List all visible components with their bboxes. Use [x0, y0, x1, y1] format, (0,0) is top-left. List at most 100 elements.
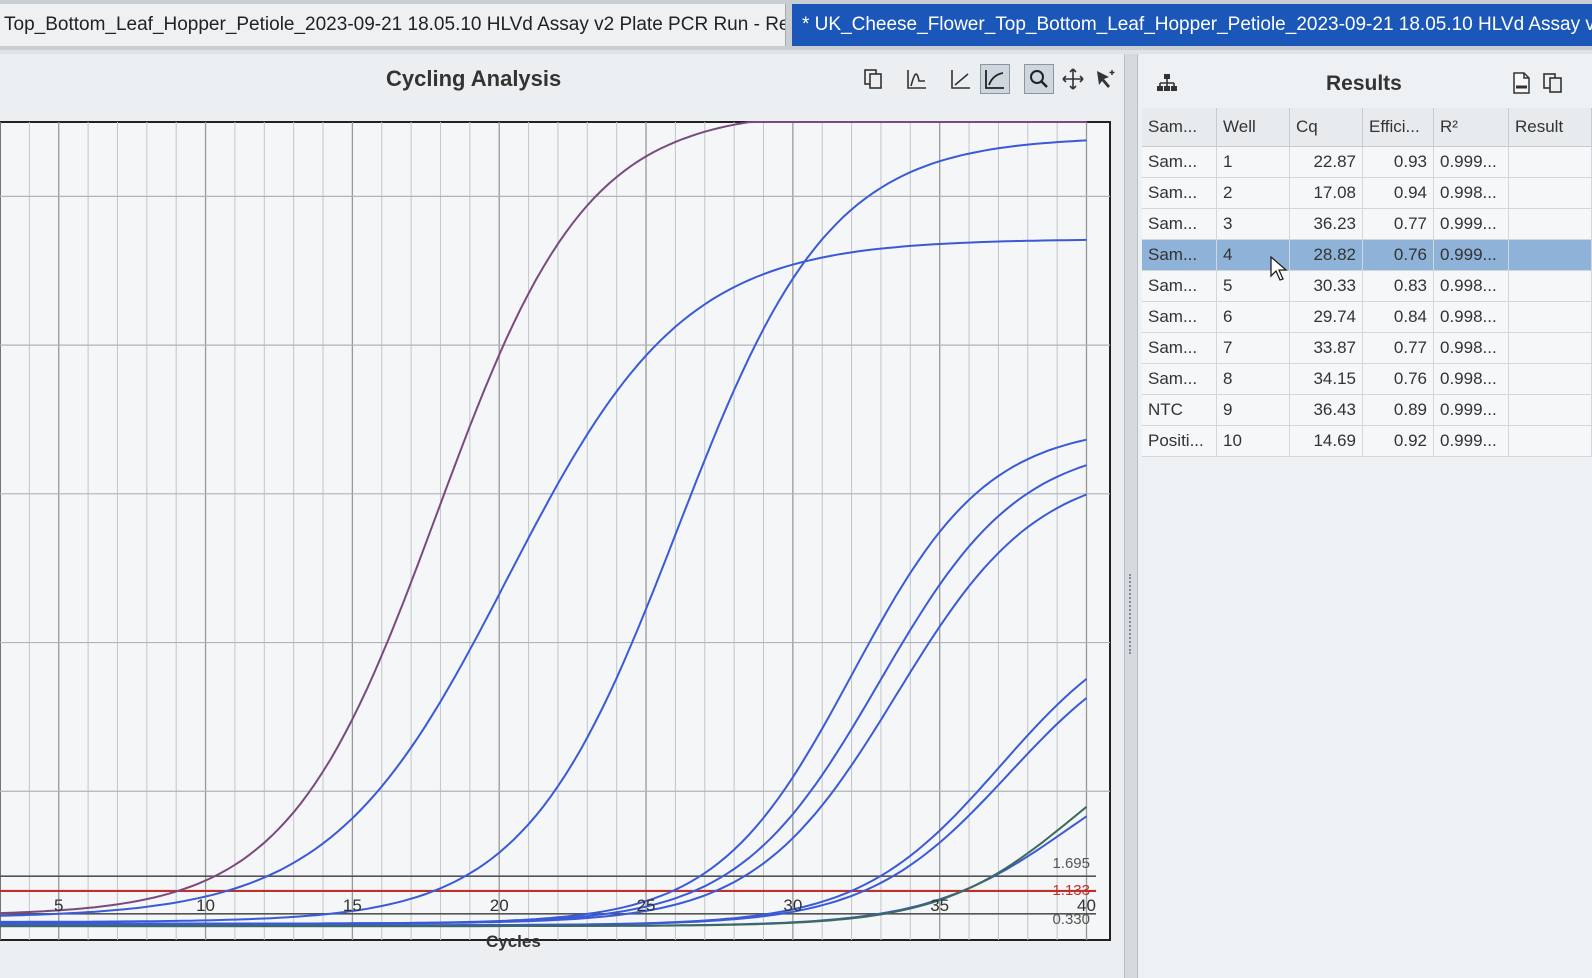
select-pointer-icon[interactable]: [1090, 64, 1120, 94]
cell-sample: Sam...: [1142, 363, 1217, 395]
col-cq[interactable]: Cq: [1289, 108, 1363, 147]
pan-icon[interactable]: [1058, 64, 1088, 94]
cell-result: [1508, 394, 1592, 426]
cell-efficiency: 0.93: [1362, 146, 1434, 178]
cell-cq: 17.08: [1289, 177, 1363, 209]
col-sample[interactable]: Sam...: [1142, 108, 1217, 147]
table-row[interactable]: Sam... 8 34.15 0.76 0.998...: [1142, 363, 1592, 395]
cell-result: [1508, 146, 1592, 178]
cell-r2: 0.998...: [1433, 301, 1509, 333]
mouse-cursor-icon: [1270, 256, 1288, 281]
table-row[interactable]: Sam... 4 28.82 0.76 0.999...: [1142, 239, 1592, 271]
col-efficiency[interactable]: Effici...: [1362, 108, 1434, 147]
cell-well: 3: [1216, 208, 1290, 240]
cell-cq: 29.74: [1289, 301, 1363, 333]
cell-sample: Sam...: [1142, 208, 1217, 240]
x-tick-label: 35: [930, 896, 950, 915]
cell-sample: NTC: [1142, 394, 1217, 426]
col-r2[interactable]: R²: [1433, 108, 1509, 147]
cell-well: 7: [1216, 332, 1290, 364]
threshold-label: 1.133: [1052, 882, 1090, 899]
table-row[interactable]: Positi... 10 14.69 0.92 0.999...: [1142, 425, 1592, 457]
amplification-curve: [0, 139, 1087, 923]
results-panel: Results Sam... Well Cq Effici... R² Resu…: [1138, 54, 1592, 978]
cell-sample: Sam...: [1142, 332, 1217, 364]
tab-run-rerun-1[interactable]: Top_Bottom_Leaf_Hopper_Petiole_2023-09-2…: [0, 4, 786, 46]
amplification-curve: [0, 238, 1087, 917]
cell-efficiency: 0.84: [1362, 301, 1434, 333]
x-tick-label: 20: [489, 896, 509, 915]
x-tick-label: 25: [636, 896, 656, 915]
plate-layout-icon[interactable]: [1154, 70, 1180, 96]
cell-r2: 0.998...: [1433, 177, 1509, 209]
tab-uk-cheese-run[interactable]: * UK_Cheese_Flower_Top_Bottom_Leaf_Hoppe…: [792, 4, 1592, 46]
cell-result: [1508, 332, 1592, 364]
cell-cq: 34.15: [1289, 363, 1363, 395]
cell-well: 2: [1216, 177, 1290, 209]
log-scale-icon[interactable]: [980, 64, 1010, 94]
cell-sample: Sam...: [1142, 301, 1217, 333]
results-table[interactable]: Sam... Well Cq Effici... R² Result Sam..…: [1142, 108, 1592, 457]
cell-well: 6: [1216, 301, 1290, 333]
cell-result: [1508, 177, 1592, 209]
cell-result: [1508, 239, 1592, 271]
cell-sample: Sam...: [1142, 146, 1217, 178]
x-tick-label: 40: [1077, 896, 1096, 915]
col-well[interactable]: Well: [1216, 108, 1290, 147]
csv-export-icon[interactable]: [1508, 70, 1534, 96]
x-tick-label: 15: [342, 896, 362, 915]
cell-cq: 30.33: [1289, 270, 1363, 302]
cell-efficiency: 0.76: [1362, 239, 1434, 271]
x-tick-label: 10: [196, 896, 216, 915]
cell-r2: 0.998...: [1433, 363, 1509, 395]
table-row[interactable]: Sam... 5 30.33 0.83 0.998...: [1142, 270, 1592, 302]
table-row[interactable]: Sam... 1 22.87 0.93 0.999...: [1142, 146, 1592, 178]
amplification-curve: [0, 806, 1088, 928]
cell-r2: 0.999...: [1433, 394, 1509, 426]
cell-efficiency: 0.76: [1362, 363, 1434, 395]
cell-efficiency: 0.89: [1362, 394, 1434, 426]
cell-sample: Sam...: [1142, 270, 1217, 302]
col-result[interactable]: Result: [1508, 108, 1592, 147]
cell-sample: Sam...: [1142, 239, 1217, 271]
cell-well: 1: [1216, 146, 1290, 178]
chart-title: Cycling Analysis: [386, 66, 562, 91]
copy-results-icon[interactable]: [1540, 70, 1566, 96]
cell-r2: 0.999...: [1433, 425, 1509, 457]
cell-efficiency: 0.77: [1362, 332, 1434, 364]
copy-icon[interactable]: [858, 64, 888, 94]
cell-r2: 0.998...: [1433, 332, 1509, 364]
panel-splitter[interactable]: [1124, 54, 1138, 978]
table-row[interactable]: Sam... 3 36.23 0.77 0.999...: [1142, 208, 1592, 240]
cell-sample: Positi...: [1142, 425, 1217, 457]
results-header-row: Sam... Well Cq Effici... R² Result: [1142, 108, 1592, 147]
cell-sample: Sam...: [1142, 177, 1217, 209]
amplification-plot[interactable]: 1.695 1.133 0.330: [0, 120, 1124, 950]
cell-result: [1508, 270, 1592, 302]
threshold-label: 0.330: [1052, 911, 1090, 928]
splitter-grip[interactable]: [1129, 574, 1136, 654]
cell-well: 10: [1216, 425, 1290, 457]
table-row[interactable]: Sam... 2 17.08 0.94 0.998...: [1142, 177, 1592, 209]
table-row[interactable]: NTC 9 36.43 0.89 0.999...: [1142, 394, 1592, 426]
cell-cq: 14.69: [1289, 425, 1363, 457]
cell-efficiency: 0.94: [1362, 177, 1434, 209]
tab-bar: Top_Bottom_Leaf_Hopper_Petiole_2023-09-2…: [0, 0, 1592, 50]
x-axis-label: Cycles: [486, 932, 541, 951]
x-tick-label: 30: [783, 896, 803, 915]
threshold-icon[interactable]: [902, 64, 932, 94]
zoom-icon[interactable]: [1024, 64, 1054, 94]
table-row[interactable]: Sam... 6 29.74 0.84 0.998...: [1142, 301, 1592, 333]
cell-cq: 36.23: [1289, 208, 1363, 240]
cycling-analysis-panel: Cycling Analysis 1.695 1.133 0.330 Cycles …: [0, 54, 1124, 978]
cell-efficiency: 0.77: [1362, 208, 1434, 240]
cell-efficiency: 0.92: [1362, 425, 1434, 457]
linear-scale-icon[interactable]: [946, 64, 976, 94]
table-row[interactable]: Sam... 7 33.87 0.77 0.998...: [1142, 332, 1592, 364]
cell-cq: 36.43: [1289, 394, 1363, 426]
cell-result: [1508, 301, 1592, 333]
cell-r2: 0.999...: [1433, 208, 1509, 240]
cell-r2: 0.999...: [1433, 239, 1509, 271]
amplification-curve: [0, 493, 1087, 925]
cell-result: [1508, 363, 1592, 395]
